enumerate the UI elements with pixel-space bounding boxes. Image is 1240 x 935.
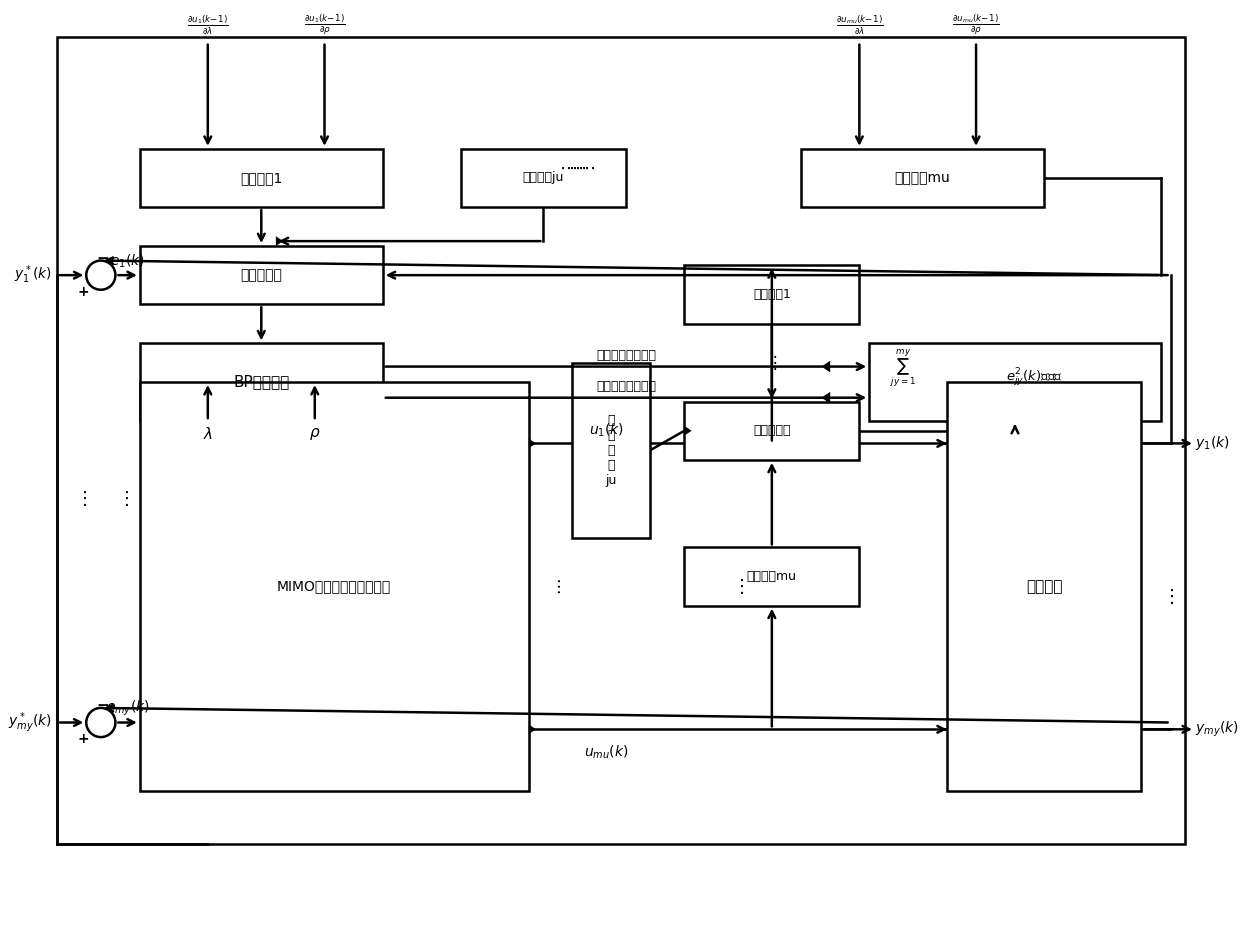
Bar: [684, 402, 859, 460]
Text: $\frac{\partial u_1(k\!-\!1)}{\partial \lambda}$: $\frac{\partial u_1(k\!-\!1)}{\partial \…: [187, 13, 228, 36]
Bar: [57, 36, 1185, 844]
Text: $y_1(k)$: $y_1(k)$: [1195, 435, 1230, 453]
Text: $e_{my}(k)$: $e_{my}(k)$: [105, 698, 150, 718]
Text: 偏导信息集: 偏导信息集: [241, 268, 283, 282]
Text: $y_{my}(k)$: $y_{my}(k)$: [1195, 720, 1239, 739]
Text: 更新输出层权系数: 更新输出层权系数: [596, 380, 656, 393]
Text: $\frac{\partial u_1(k\!-\!1)}{\partial \rho}$: $\frac{\partial u_1(k\!-\!1)}{\partial \…: [304, 12, 345, 36]
Polygon shape: [275, 237, 283, 246]
Text: 梯度信息mu: 梯度信息mu: [746, 570, 797, 583]
Text: 更新隐含层权系数: 更新隐含层权系数: [596, 349, 656, 362]
Bar: [140, 149, 383, 207]
Text: $\cdots$: $\cdots$: [568, 159, 587, 178]
Polygon shape: [684, 426, 692, 436]
Text: +: +: [78, 732, 89, 746]
Polygon shape: [821, 361, 831, 372]
Text: −: −: [97, 698, 109, 713]
Text: $\vdots$: $\vdots$: [732, 577, 744, 596]
Bar: [947, 382, 1141, 791]
Bar: [684, 548, 859, 606]
Bar: [573, 363, 650, 538]
Bar: [140, 343, 383, 421]
Text: +: +: [78, 284, 89, 298]
Text: 梯度信息1: 梯度信息1: [753, 288, 791, 301]
Text: $\cdots\cdots$: $\cdots\cdots$: [559, 159, 595, 178]
Text: $\vdots$: $\vdots$: [117, 489, 129, 509]
Text: 偏导信息ju: 偏导信息ju: [522, 171, 564, 184]
Text: $e_1(k)$: $e_1(k)$: [110, 252, 145, 270]
Text: $\vdots$: $\vdots$: [76, 489, 87, 509]
Bar: [684, 266, 859, 324]
Text: $y_{my}^*(k)$: $y_{my}^*(k)$: [9, 711, 52, 735]
Text: MIMO紧格式无模型控制器: MIMO紧格式无模型控制器: [277, 580, 392, 594]
Polygon shape: [528, 725, 536, 734]
Text: $y_1^*(k)$: $y_1^*(k)$: [15, 264, 52, 286]
Text: BP神经网络: BP神经网络: [233, 375, 289, 390]
Text: $u_1(k)$: $u_1(k)$: [589, 421, 624, 439]
Text: $\sum_{jy=1}^{my}$: $\sum_{jy=1}^{my}$: [890, 347, 916, 389]
Text: 梯度信息集: 梯度信息集: [753, 424, 791, 438]
Text: 偏导信息1: 偏导信息1: [241, 171, 283, 185]
Polygon shape: [821, 392, 831, 404]
Text: 偏导信息mu: 偏导信息mu: [895, 171, 950, 185]
Circle shape: [87, 708, 115, 737]
Text: −: −: [97, 252, 109, 266]
Text: $\frac{\partial u_{mu}(k\!-\!1)}{\partial \rho}$: $\frac{\partial u_{mu}(k\!-\!1)}{\partia…: [952, 12, 999, 36]
Text: $\vdots$: $\vdots$: [1162, 586, 1174, 606]
Bar: [869, 343, 1161, 421]
Bar: [140, 246, 383, 304]
Text: $\vdots$: $\vdots$: [766, 353, 777, 372]
Bar: [460, 149, 626, 207]
Polygon shape: [528, 439, 536, 448]
Text: 被控对象: 被控对象: [1025, 579, 1063, 594]
Text: $\rho$: $\rho$: [309, 426, 320, 442]
Text: $\frac{\partial u_{mu}(k\!-\!1)}{\partial \lambda}$: $\frac{\partial u_{mu}(k\!-\!1)}{\partia…: [836, 13, 883, 36]
Text: 梯
度
信
息
ju: 梯 度 信 息 ju: [605, 413, 618, 487]
Bar: [801, 149, 1044, 207]
Text: $\cdots$: $\cdots$: [549, 578, 567, 595]
Text: $e_{jy}^{2}(k)$最小化: $e_{jy}^{2}(k)$最小化: [1006, 367, 1063, 389]
Text: $u_{mu}(k)$: $u_{mu}(k)$: [584, 744, 629, 761]
Bar: [140, 382, 528, 791]
Text: $\lambda$: $\lambda$: [203, 426, 213, 442]
Circle shape: [87, 261, 115, 290]
